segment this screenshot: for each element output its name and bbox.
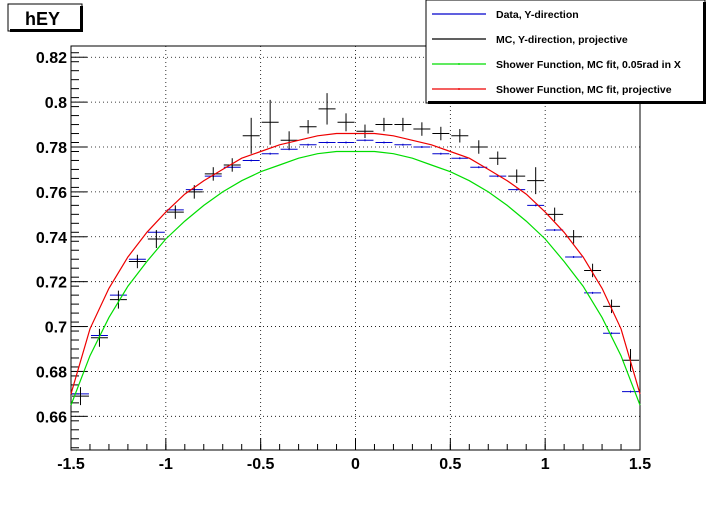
legend-entry: Shower Function, MC fit, 0.05rad in X — [432, 59, 681, 71]
legend-entry: Data, Y-direction — [432, 9, 579, 21]
title-box: hEY — [7, 3, 83, 32]
legend-label: MC, Y-direction, projective — [496, 34, 628, 46]
x-tick-label: -0.5 — [247, 456, 275, 473]
x-tick-label: -1 — [159, 456, 173, 473]
y-tick-label: 0.74 — [36, 230, 67, 247]
grid-lines — [70, 46, 641, 450]
legend-entry: Shower Function, MC fit, projective — [432, 84, 672, 96]
series-shower-function-mc-fit-projective — [70, 132, 641, 395]
legend-entry: MC, Y-direction, projective — [432, 34, 628, 46]
chart-title: hEY — [25, 9, 60, 29]
x-tick-label: -1.5 — [57, 456, 85, 473]
legend-label: Shower Function, MC fit, projective — [496, 84, 672, 96]
y-tick-label: 0.82 — [36, 50, 67, 67]
y-tick-label: 0.78 — [36, 140, 67, 157]
axes: -1.5 -1 -0.5 0 0.5 1 1.5 0.66 0.68 0.7 0.72 0.74 0.7… — [36, 50, 651, 473]
x-tick-label: 1.5 — [629, 456, 651, 473]
y-tick-label: 0.76 — [36, 185, 67, 202]
x-tick-label: 0.5 — [439, 456, 461, 473]
series-mc-y-direction-projective — [72, 93, 639, 406]
y-tick-label: 0.66 — [36, 409, 67, 426]
y-tick-label: 0.68 — [36, 364, 67, 381]
series-shower-function-mc-fit-0-05rad-in-x — [70, 150, 641, 406]
series-layer — [70, 93, 641, 406]
x-tick-label: 0 — [351, 456, 360, 473]
legend: Data, Y-direction MC, Y-direction, projec… — [425, 0, 706, 104]
curve-line — [70, 150, 641, 406]
y-tick-label: 0.7 — [45, 320, 67, 337]
y-tick-label: 0.72 — [36, 275, 67, 292]
y-tick-label: 0.8 — [45, 95, 67, 112]
legend-label: Shower Function, MC fit, 0.05rad in X — [496, 59, 681, 71]
curve-line — [70, 132, 641, 395]
legend-label: Data, Y-direction — [496, 9, 579, 21]
x-tick-label: 1 — [541, 456, 550, 473]
